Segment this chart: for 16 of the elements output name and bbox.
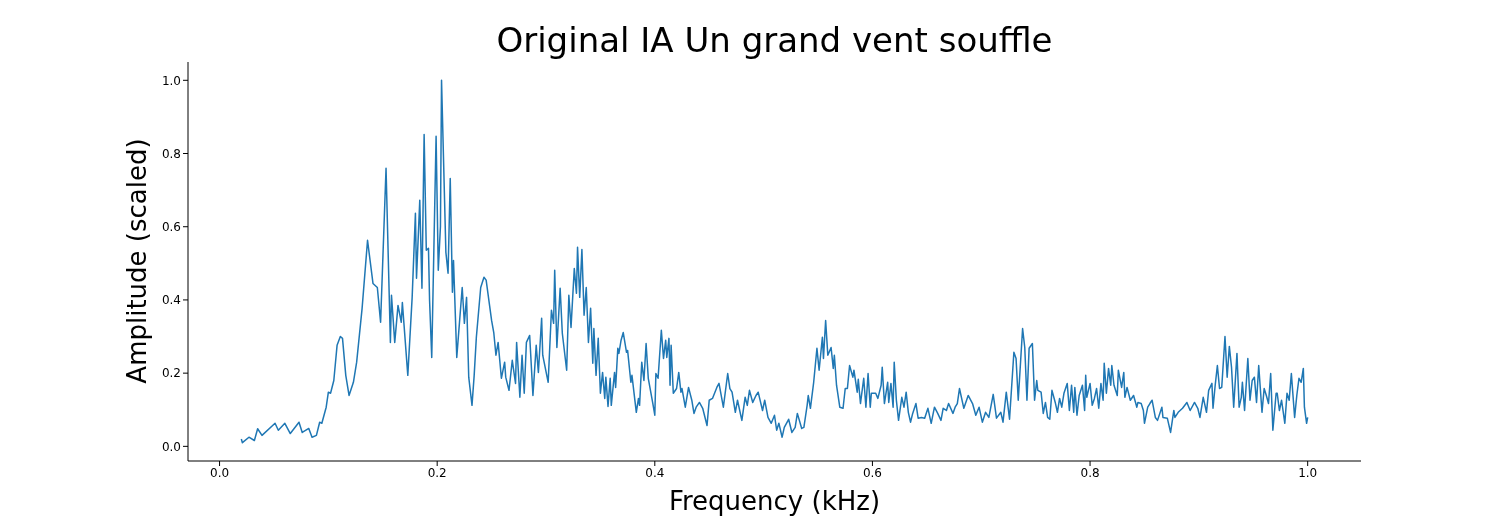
y-tick-label: 0.0 [161,439,181,454]
x-tick-label: 0.0 [210,465,230,480]
y-tick-label: 0.6 [161,219,181,234]
y-tick-label: 0.4 [161,293,181,308]
x-tick-label: 0.4 [645,465,665,480]
x-tick-label: 0.2 [427,465,447,480]
y-axis-title: Amplitude (scaled) [122,138,152,384]
x-tick-label: 0.6 [862,465,882,480]
line-series [240,79,1309,444]
x-tick-label: 1.0 [1298,465,1318,480]
y-tick-label: 0.2 [161,366,181,381]
chart-title: Original IA Un grand vent souffle [495,20,1054,60]
x-axis-title: Frequency (kHz) [667,486,882,516]
y-tick-label: 0.8 [161,146,181,161]
x-tick-label: 0.8 [1080,465,1100,480]
y-tick-label: 1.0 [161,73,181,88]
